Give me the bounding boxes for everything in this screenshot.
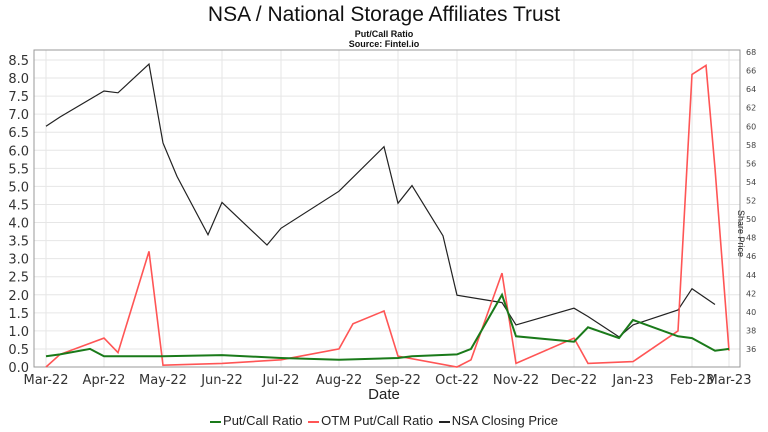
- svg-text:2.0: 2.0: [8, 289, 29, 304]
- svg-text:6.5: 6.5: [8, 126, 29, 141]
- svg-text:68: 68: [746, 48, 756, 57]
- svg-text:40: 40: [746, 308, 756, 317]
- legend-item-price: NSA Closing Price: [438, 413, 558, 428]
- svg-text:0.0: 0.0: [8, 361, 29, 376]
- svg-text:58: 58: [746, 141, 756, 150]
- svg-text:Dec-22: Dec-22: [551, 373, 597, 388]
- x-axis-label: Date: [368, 386, 400, 403]
- svg-text:3.5: 3.5: [8, 235, 29, 250]
- svg-text:36: 36: [746, 345, 756, 354]
- svg-text:6.0: 6.0: [8, 144, 29, 159]
- series-put-call-ratio: [45, 292, 730, 361]
- svg-text:5.5: 5.5: [8, 162, 29, 177]
- plot-frame: [33, 49, 741, 368]
- right-axis: 36 38 40 42 44 46 48 50 52 54 56 58 60 62 64 66 68: [746, 48, 756, 354]
- svg-text:Oct-22: Oct-22: [435, 373, 479, 388]
- svg-text:66: 66: [746, 67, 756, 76]
- svg-text:56: 56: [746, 159, 756, 168]
- svg-text:Jun-22: Jun-22: [200, 373, 243, 388]
- svg-text:4.0: 4.0: [8, 217, 29, 232]
- svg-text:50: 50: [746, 215, 756, 224]
- svg-text:3.0: 3.0: [8, 253, 29, 268]
- svg-text:4.5: 4.5: [8, 198, 29, 213]
- svg-text:46: 46: [746, 252, 756, 261]
- legend-label: Put/Call Ratio: [223, 413, 303, 428]
- series-nsa-closing-price: [45, 62, 716, 338]
- x-axis: Mar-22 Apr-22 May-22 Jun-22 Jul-22 Aug-22 Sep-…: [24, 373, 752, 388]
- svg-text:Jul-22: Jul-22: [262, 373, 300, 388]
- chart-title: NSA / National Storage Affiliates Trust: [207, 3, 561, 26]
- svg-text:2.5: 2.5: [8, 271, 29, 286]
- legend-swatch-black: [438, 420, 450, 423]
- svg-text:Nov-22: Nov-22: [493, 373, 539, 388]
- svg-text:Jan-23: Jan-23: [611, 373, 653, 388]
- svg-text:0.5: 0.5: [8, 343, 29, 358]
- chart-subtitle: Put/Call Ratio: [354, 29, 414, 39]
- legend: Put/Call Ratio OTM Put/Call Ratio NSA Cl…: [0, 413, 768, 428]
- svg-text:62: 62: [746, 104, 756, 113]
- svg-text:5.0: 5.0: [8, 180, 29, 195]
- svg-text:Aug-22: Aug-22: [316, 373, 363, 388]
- svg-text:May-22: May-22: [139, 373, 187, 388]
- svg-text:Feb-23: Feb-23: [670, 373, 714, 388]
- legend-label: OTM Put/Call Ratio: [321, 413, 434, 428]
- legend-label: NSA Closing Price: [451, 413, 558, 428]
- svg-text:54: 54: [746, 178, 756, 187]
- svg-text:52: 52: [746, 197, 756, 206]
- svg-text:48: 48: [746, 234, 756, 243]
- svg-text:60: 60: [746, 122, 756, 131]
- svg-text:8.5: 8.5: [8, 54, 29, 69]
- svg-text:Apr-22: Apr-22: [83, 373, 126, 388]
- series-otm-put-call-ratio: [45, 64, 730, 368]
- svg-text:1.5: 1.5: [8, 307, 29, 322]
- svg-text:Mar-22: Mar-22: [24, 373, 69, 388]
- svg-text:Sep-22: Sep-22: [375, 373, 421, 388]
- svg-text:42: 42: [746, 289, 756, 298]
- svg-text:7.5: 7.5: [8, 90, 29, 105]
- legend-item-otm: OTM Put/Call Ratio: [308, 413, 433, 428]
- svg-text:8.0: 8.0: [8, 72, 29, 87]
- left-axis: 0.0 0.5 1.0 1.5 2.0 2.5 3.0 3.5 4.0 4.5 5.0 5.5 6.0 6…: [8, 54, 29, 376]
- svg-text:64: 64: [746, 85, 756, 94]
- chart-source: Source: Fintel.io: [348, 39, 420, 49]
- legend-item-put-call: Put/Call Ratio: [210, 413, 303, 428]
- svg-text:7.0: 7.0: [8, 108, 29, 123]
- svg-text:38: 38: [746, 326, 756, 335]
- legend-swatch-green: [210, 420, 222, 423]
- svg-text:Mar-23: Mar-23: [707, 373, 752, 388]
- legend-swatch-red: [308, 420, 320, 423]
- svg-text:44: 44: [746, 271, 756, 280]
- grid-lines: [34, 50, 740, 368]
- right-axis-label: Share Price: [736, 210, 746, 258]
- svg-text:1.0: 1.0: [8, 325, 29, 340]
